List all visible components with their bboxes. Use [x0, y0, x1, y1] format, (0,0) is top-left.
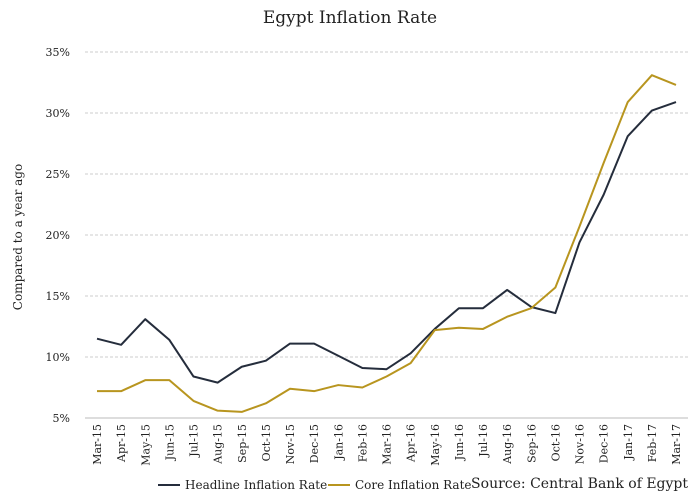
y-tick-label: 15%: [46, 290, 70, 303]
chart-title: Egypt Inflation Rate: [262, 8, 438, 28]
x-tick-label: Jan-16: [332, 424, 345, 461]
series-line-headline: [96, 101, 677, 384]
x-tick-label: Sep-15: [236, 424, 249, 463]
y-tick-label: 35%: [46, 46, 70, 59]
legend-item-core: Core Inflation Rate: [328, 478, 472, 492]
x-tick-label: Oct-16: [549, 424, 562, 461]
source-note: Source: Central Bank of Egypt: [471, 476, 688, 492]
x-tick-label: Sep-16: [525, 424, 538, 463]
x-tick-label: Apr-15: [115, 424, 128, 463]
y-tick-label: 20%: [46, 229, 70, 242]
y-tick-label: 30%: [46, 107, 70, 120]
x-tick-label: May-16: [429, 424, 442, 466]
x-tick-label: Jun-15: [163, 424, 176, 461]
legend-label-core: Core Inflation Rate: [355, 478, 472, 492]
y-tick-label: 25%: [46, 168, 70, 181]
y-tick-label: 5%: [53, 412, 70, 425]
x-tick-label: Dec-15: [308, 424, 321, 463]
x-tick-label: Jul-16: [477, 424, 490, 458]
x-tick-label: Aug-15: [212, 424, 225, 465]
x-tick-label: Jun-16: [453, 424, 466, 461]
x-tick-label: Jul-15: [188, 424, 201, 458]
legend-label-headline: Headline Inflation Rate: [185, 478, 328, 492]
legend-item-headline: Headline Inflation Rate: [158, 478, 327, 492]
x-tick-label: Mar-16: [381, 424, 394, 465]
x-tick-label: Apr-16: [405, 424, 418, 463]
x-tick-label: May-15: [139, 424, 152, 466]
x-tick-label: Nov-15: [284, 424, 297, 464]
legend-swatch-headline: [158, 484, 180, 486]
x-tick-label: Dec-16: [598, 424, 611, 463]
x-tick-label: Mar-17: [670, 424, 683, 465]
x-tick-label: Jan-17: [622, 424, 635, 461]
x-tick-label: Aug-16: [501, 424, 514, 465]
x-tick-label: Nov-16: [574, 424, 587, 464]
series-line-core: [97, 74, 677, 413]
x-tick-label: Feb-16: [356, 424, 369, 462]
x-tick-label: Mar-15: [91, 424, 104, 465]
x-tick-label: Oct-15: [260, 424, 273, 461]
x-tick-label: Feb-17: [646, 424, 659, 462]
legend-swatch-core: [328, 484, 350, 486]
y-tick-label: 10%: [46, 351, 70, 364]
